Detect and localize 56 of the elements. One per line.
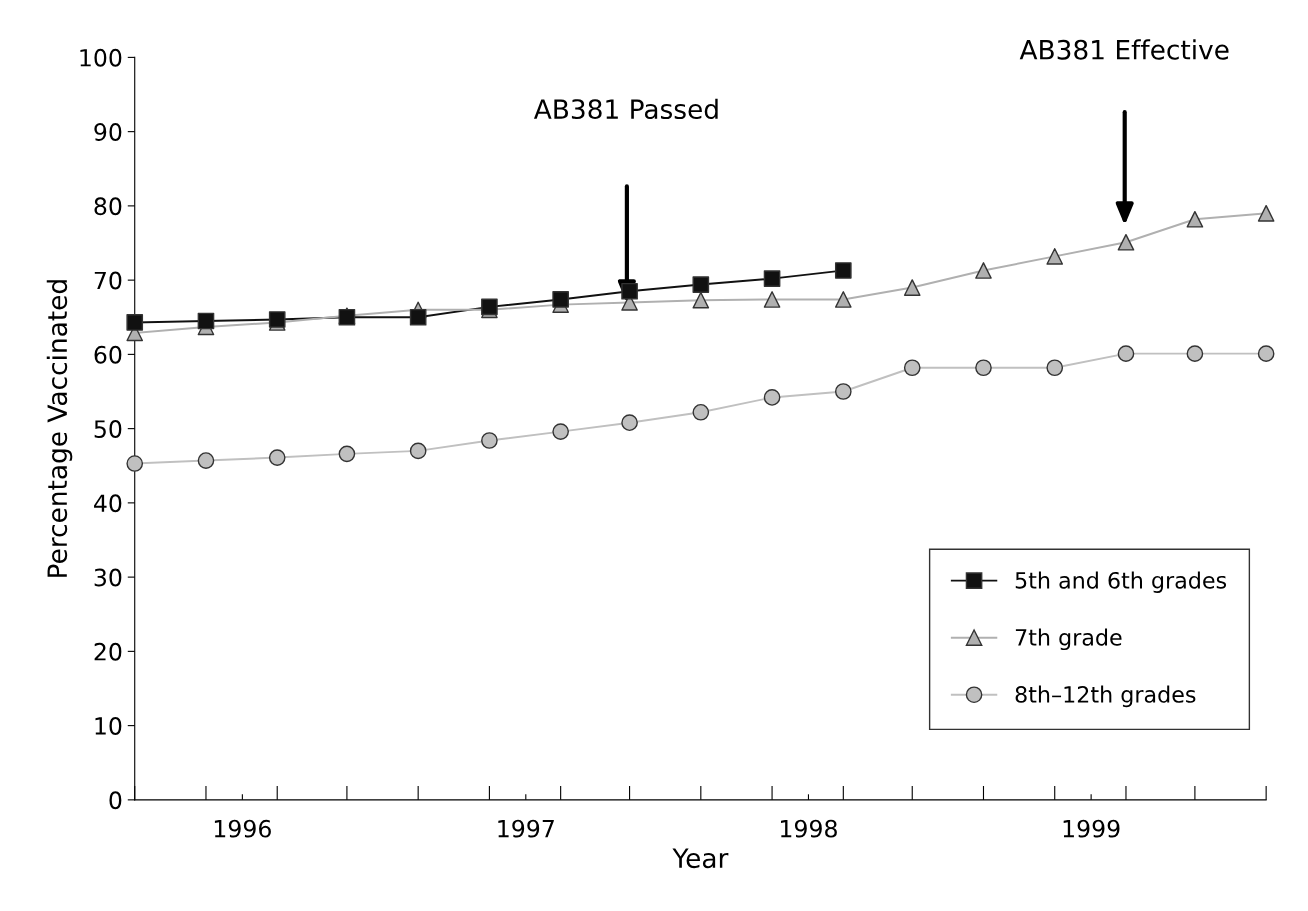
x-tick-label: 1998	[781, 819, 837, 838]
point	[197, 452, 215, 469]
point	[1046, 248, 1064, 265]
legend-label: 7th grade	[1015, 628, 1122, 651]
y-tick-label: 40	[94, 494, 122, 513]
annotation: AB381 Effective	[1019, 39, 1229, 60]
point	[268, 449, 286, 466]
point	[692, 276, 710, 293]
point	[409, 308, 427, 326]
point	[552, 291, 569, 308]
x-tick-label: 1996	[214, 819, 271, 838]
y-tick-label: 80	[94, 197, 122, 216]
x-tick-label: 1997	[498, 819, 554, 838]
y-tick-label: 70	[94, 271, 122, 290]
point	[692, 403, 710, 421]
point	[834, 262, 852, 279]
y-tick-label: 50	[94, 420, 122, 438]
y-tick-label: 20	[94, 642, 122, 661]
point	[692, 291, 710, 309]
point	[1257, 345, 1275, 362]
point	[409, 442, 427, 460]
point	[197, 312, 215, 330]
point	[903, 279, 921, 296]
y-tick-label: 10	[95, 717, 122, 735]
point	[1117, 345, 1135, 362]
point	[126, 314, 144, 331]
y-tick-label: 0	[109, 791, 122, 810]
annotation: AB381 Passed	[533, 98, 718, 120]
point	[338, 445, 356, 463]
y-tick-label: 90	[94, 123, 122, 141]
point	[975, 262, 992, 279]
point	[1186, 345, 1204, 362]
point	[1257, 204, 1275, 222]
point	[834, 291, 852, 308]
point	[763, 291, 781, 308]
y-axis-title: Percentage Vaccinated	[46, 280, 73, 577]
point	[126, 455, 144, 472]
point	[552, 423, 569, 440]
legend-label: 5th and 6th grades	[1015, 571, 1227, 593]
point	[481, 432, 498, 449]
x-tick-label: 1999	[1063, 819, 1120, 838]
point	[621, 282, 638, 300]
point	[763, 270, 781, 287]
point	[975, 359, 992, 377]
legend-label: 8th–12th grades	[1015, 685, 1196, 708]
point	[763, 389, 781, 406]
y-tick-label: 100	[80, 48, 122, 67]
point	[1046, 359, 1064, 377]
point	[1117, 233, 1135, 251]
point	[621, 414, 638, 432]
point	[834, 383, 852, 400]
point	[1186, 210, 1204, 228]
point	[903, 359, 921, 377]
y-tick-label: 30	[94, 568, 122, 587]
y-tick-label: 60	[94, 345, 122, 364]
x-axis-title: Year	[672, 848, 729, 869]
